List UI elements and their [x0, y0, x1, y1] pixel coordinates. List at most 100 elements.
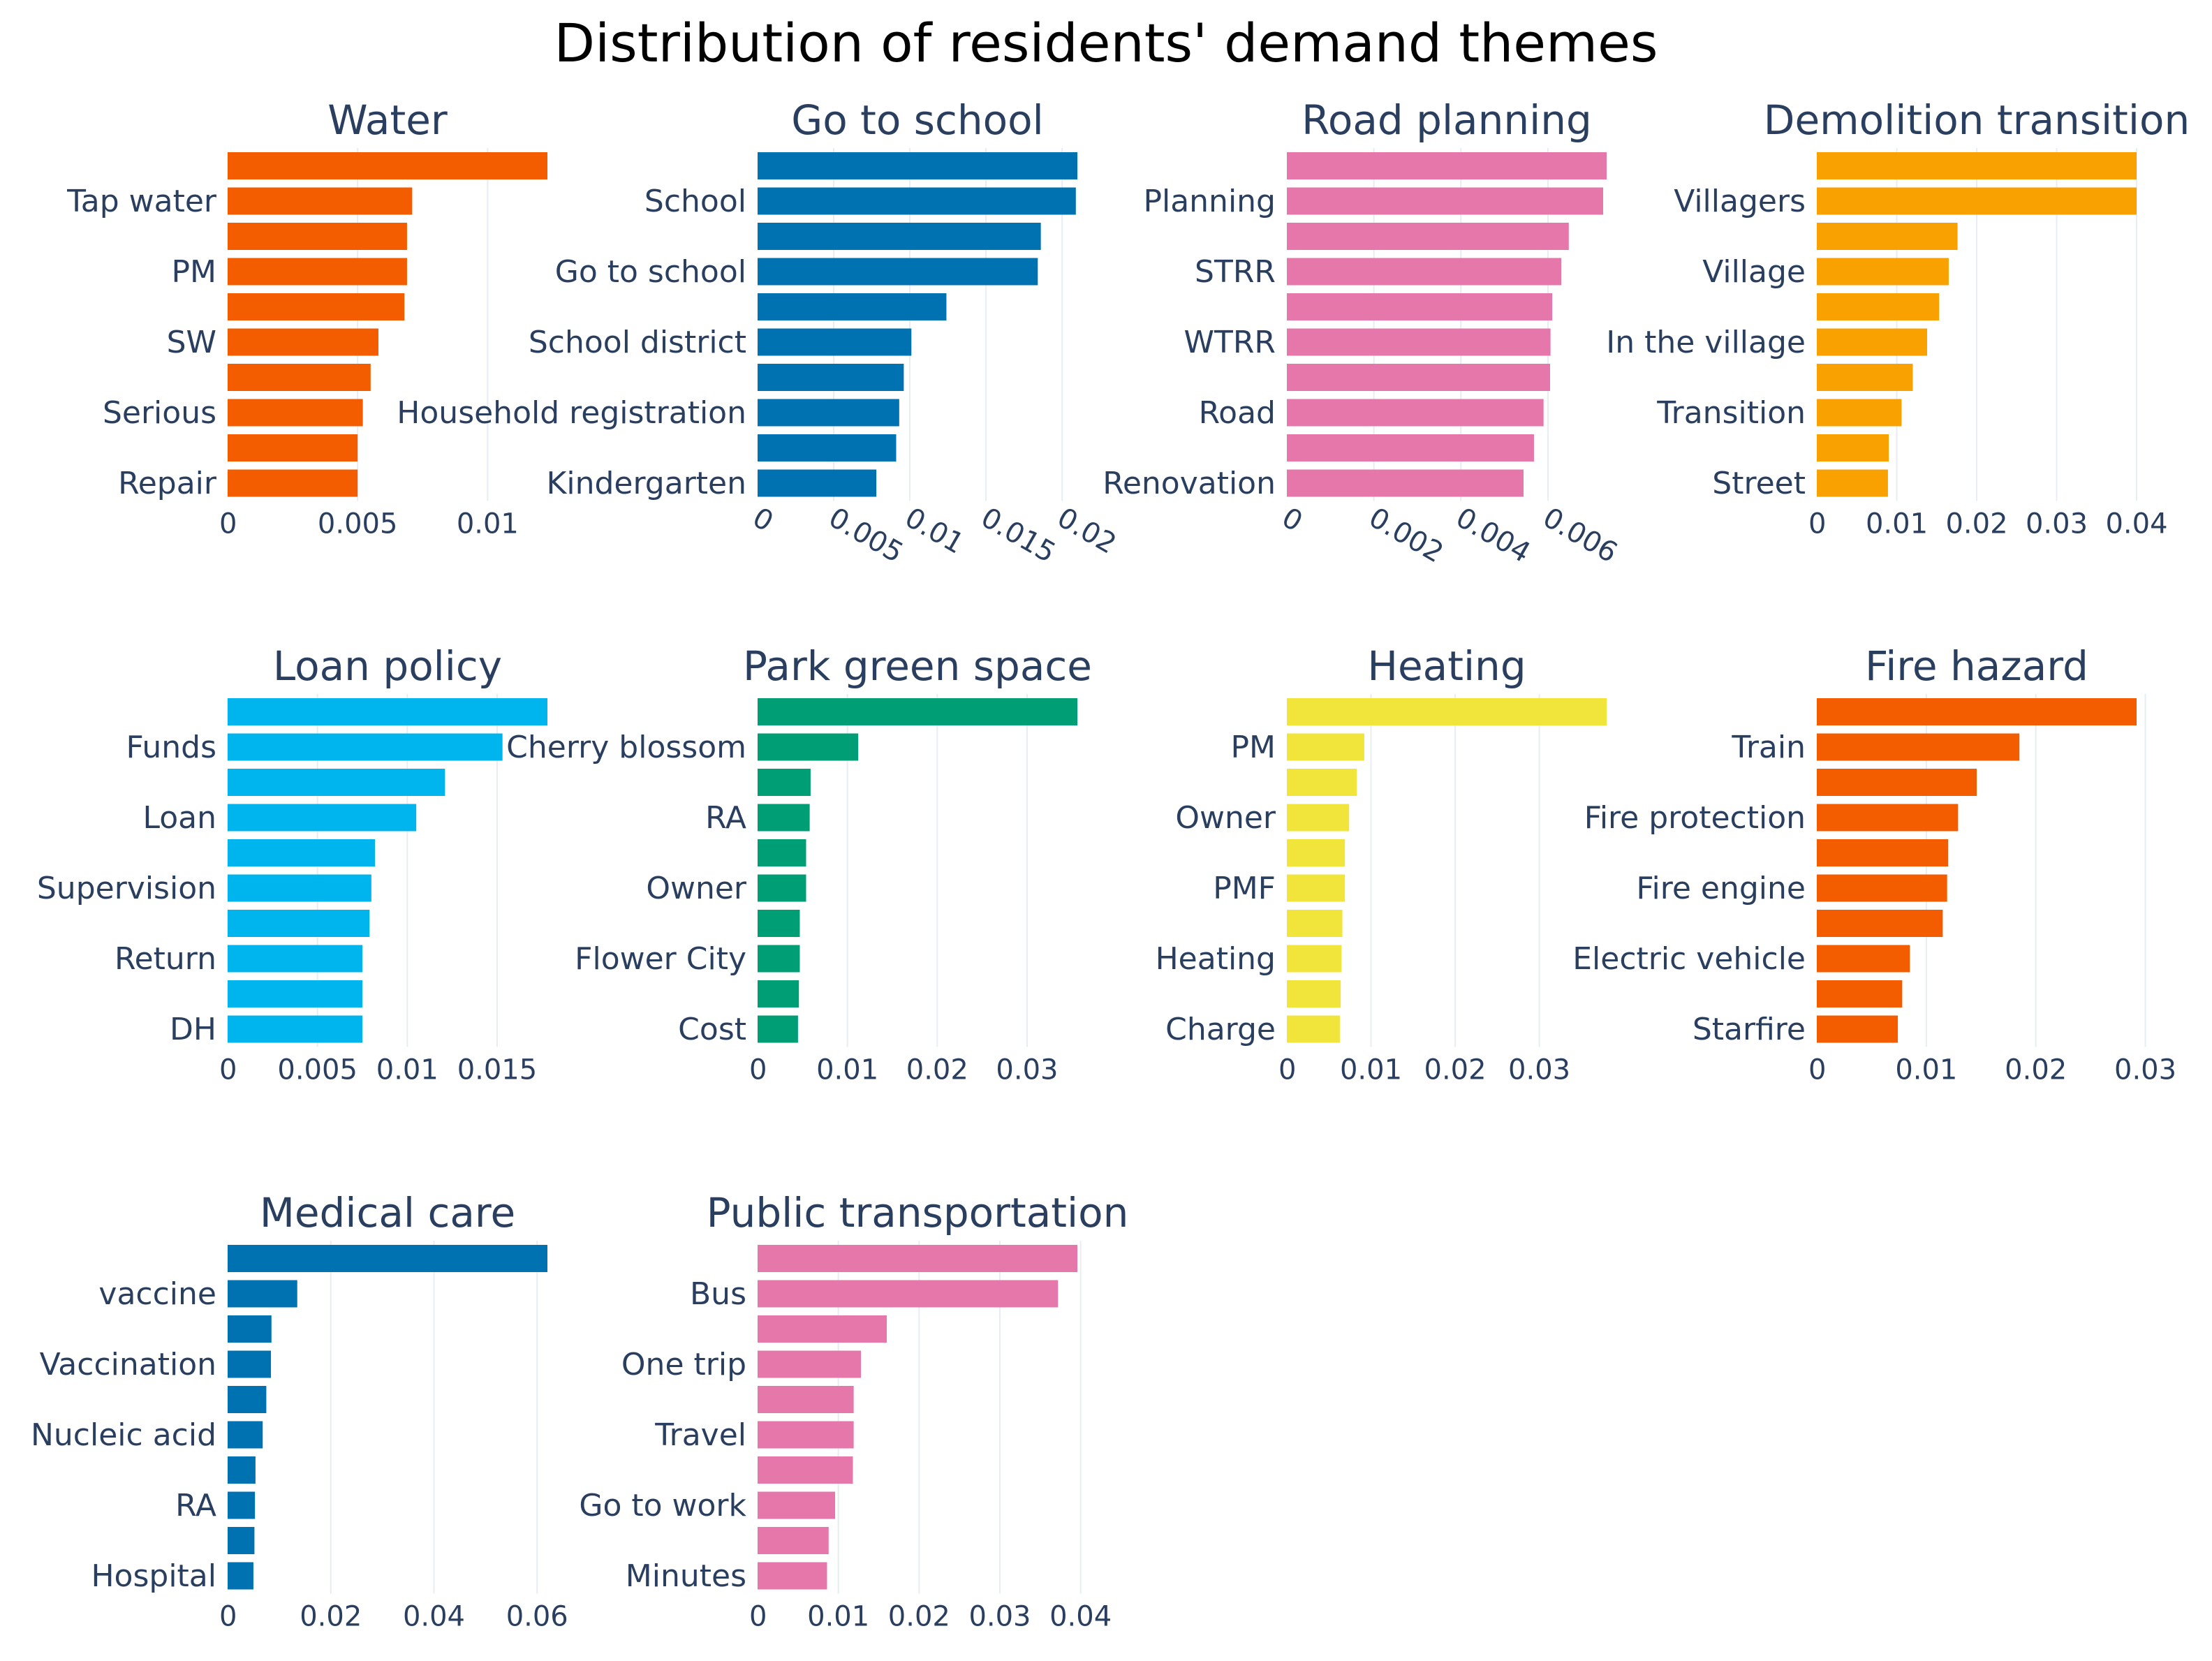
- x-tick-label: 0.02: [1945, 508, 2007, 540]
- category-label: One trip: [621, 1347, 746, 1382]
- bar: [1287, 328, 1551, 356]
- bar: [1817, 874, 1947, 902]
- x-tick-label: 0.005: [823, 501, 908, 569]
- bar: [1817, 980, 1903, 1007]
- bar: [758, 1350, 862, 1378]
- bar: [1817, 328, 1928, 356]
- bar: [758, 328, 912, 356]
- subplot-title: Go to school: [791, 96, 1043, 144]
- x-tick-label: 0.02: [1052, 501, 1121, 560]
- x-tick-label: 0.015: [975, 501, 1061, 569]
- bar: [1287, 769, 1357, 796]
- bar: [228, 434, 358, 462]
- x-tick-label: 0: [1278, 1054, 1296, 1086]
- category-label: Street: [1712, 466, 1806, 501]
- category-label: Household registration: [397, 395, 746, 431]
- category-label: Supervision: [37, 871, 216, 906]
- bar: [228, 152, 547, 179]
- category-label: Nucleic acid: [31, 1417, 216, 1453]
- bar: [758, 1245, 1077, 1272]
- category-label: SW: [167, 325, 216, 360]
- category-label: PM: [1231, 730, 1276, 765]
- x-tick-label: 0.03: [2026, 508, 2088, 540]
- category-label: Road: [1199, 395, 1276, 431]
- x-tick-label: 0.01: [899, 501, 969, 560]
- category-label: Flower City: [575, 941, 746, 977]
- x-tick-label: 0.004: [1450, 501, 1535, 569]
- bar: [758, 364, 904, 391]
- x-tick-label: 0: [749, 1054, 767, 1086]
- bar: [1817, 733, 2020, 761]
- x-tick-label: 0: [219, 1054, 237, 1086]
- bar: [1287, 187, 1604, 215]
- category-label: Cherry blossom: [506, 730, 746, 765]
- bar: [758, 804, 810, 832]
- category-label: Cost: [678, 1012, 746, 1047]
- category-label: RA: [705, 800, 746, 836]
- bar: [758, 769, 811, 796]
- bar: [758, 1562, 827, 1590]
- bar: [758, 187, 1076, 215]
- bar: [228, 223, 407, 250]
- bar: [1817, 698, 2137, 725]
- bar: [758, 1421, 854, 1449]
- bar: [1287, 152, 1607, 179]
- category-label: Heating: [1156, 941, 1276, 977]
- x-tick-label: 0.01: [807, 1601, 869, 1633]
- x-tick-label: 0.01: [376, 1054, 438, 1086]
- bar: [1287, 293, 1553, 320]
- bar: [758, 733, 859, 761]
- bar: [758, 874, 806, 902]
- bar: [228, 364, 371, 391]
- x-tick-label: 0: [219, 508, 237, 540]
- bar: [1817, 258, 1949, 286]
- bar: [1287, 804, 1350, 832]
- category-label: RA: [175, 1488, 216, 1523]
- category-label: Owner: [1175, 800, 1276, 836]
- bar: [228, 910, 370, 937]
- bar: [1287, 839, 1345, 866]
- category-label: Travel: [654, 1417, 746, 1453]
- category-label: Hospital: [91, 1558, 216, 1594]
- category-label: Train: [1731, 730, 1806, 765]
- x-tick-label: 0.02: [888, 1601, 950, 1633]
- x-tick-label: 0: [1808, 1054, 1826, 1086]
- category-label: Repair: [118, 466, 217, 501]
- bar: [758, 1386, 854, 1413]
- bar: [758, 258, 1038, 286]
- subplot-demolition-transition: Demolition transition Villagers Village In …: [1606, 96, 2190, 540]
- bar: [1817, 364, 1913, 391]
- bar: [758, 1280, 1059, 1308]
- category-label: School district: [529, 325, 746, 360]
- bar: [228, 1491, 256, 1519]
- x-tick-label: 0.01: [1340, 1054, 1402, 1086]
- bar: [1287, 945, 1342, 973]
- x-tick-label: 0.01: [1895, 1054, 1957, 1086]
- x-tick-label: 0.02: [906, 1054, 968, 1086]
- bar: [228, 769, 445, 796]
- x-tick-label: 0.04: [2105, 508, 2167, 540]
- subplot-fire-hazard: Fire hazard Train Fire protection Fire engi…: [1572, 642, 2176, 1086]
- bar: [1287, 910, 1343, 937]
- subplot-title: Heating: [1367, 642, 1526, 690]
- bar: [758, 980, 799, 1007]
- category-label: Bus: [690, 1276, 746, 1312]
- subplot-title: Public transportation: [707, 1189, 1129, 1236]
- bar: [1287, 399, 1544, 427]
- x-tick-label: 0.02: [2005, 1054, 2067, 1086]
- subplot-go-to-school: Go to school School Go to school School dis…: [397, 96, 1121, 569]
- bar: [228, 1421, 263, 1449]
- x-tick-label: 0: [1276, 501, 1308, 538]
- x-tick-label: 0.01: [457, 508, 519, 540]
- category-label: Vaccination: [40, 1347, 216, 1382]
- category-label: Charge: [1165, 1012, 1276, 1047]
- bar: [228, 1527, 255, 1554]
- subplot-title: Park green space: [743, 642, 1092, 690]
- bar: [228, 1245, 547, 1272]
- category-label: In the village: [1606, 325, 1806, 360]
- category-label: WTRR: [1184, 325, 1276, 360]
- bar: [758, 1015, 798, 1043]
- bar: [1817, 434, 1889, 462]
- bar: [758, 223, 1041, 250]
